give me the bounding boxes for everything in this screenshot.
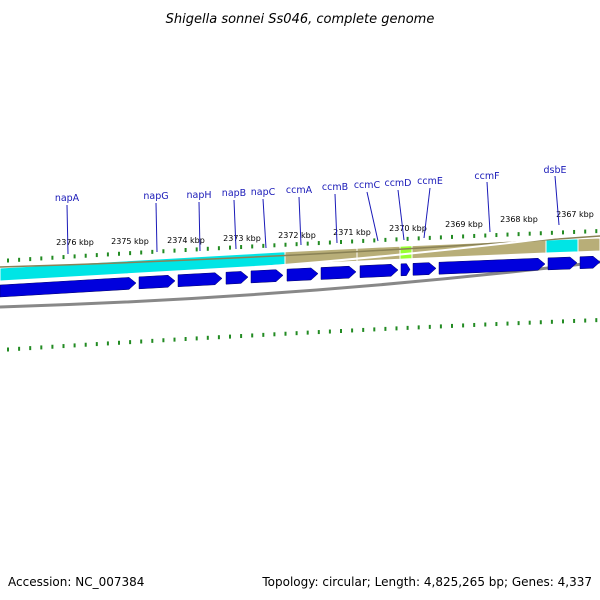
- ruler-label: 2376 kbp: [56, 238, 94, 247]
- gc-skew-ticks: [7, 318, 598, 352]
- ruler-label: 2368 kbp: [500, 215, 538, 224]
- gene-leader-line: [423, 187, 431, 239]
- band-olive: [411, 239, 547, 260]
- band-olive: [577, 237, 600, 253]
- gene-leader-line: [397, 189, 405, 241]
- gene-arrow: [250, 269, 284, 284]
- feature-band-track: [0, 235, 600, 282]
- gene-label-ccmd[interactable]: ccmD: [384, 178, 411, 189]
- gene-label-ccmc[interactable]: ccmC: [354, 180, 381, 191]
- gene-arrow: [400, 263, 411, 277]
- backbone-inner-line: [0, 231, 600, 284]
- gene-leader-line: [198, 201, 201, 252]
- gene-leader-line: [486, 181, 491, 233]
- ruler-label: 2369 kbp: [445, 220, 483, 229]
- genome-summary-text: Topology: circular; Length: 4,825,265 bp…: [261, 575, 592, 589]
- gene-arrow: [579, 255, 600, 269]
- gene-label-ccmb[interactable]: ccmB: [322, 182, 348, 193]
- ruler-label: 2367 kbp: [556, 210, 594, 219]
- gene-arrow: [177, 272, 223, 287]
- gene-leader-line: [366, 191, 379, 242]
- gene-arrow: [225, 271, 249, 285]
- ruler-label: 2374 kbp: [167, 236, 205, 245]
- gene-leader-line: [262, 198, 267, 249]
- ruler-ticks: [7, 229, 598, 263]
- gene-leader-line: [298, 196, 302, 246]
- gene-leader-line: [66, 204, 69, 255]
- band-lime: [399, 245, 413, 260]
- gene-label-ccme[interactable]: ccmE: [417, 176, 443, 187]
- ruler-label: 2373 kbp: [223, 234, 261, 243]
- ruler-label: 2372 kbp: [278, 231, 316, 240]
- gene-label-ccma[interactable]: ccmA: [286, 185, 313, 196]
- gene-label-ccmf[interactable]: ccmF: [474, 171, 499, 182]
- gene-arrow: [138, 275, 176, 290]
- backbone-bottom-line: [0, 260, 600, 309]
- gene-arrow-track: [0, 255, 600, 298]
- gene-label-napa[interactable]: napA: [55, 193, 80, 204]
- gene-leader-line: [554, 175, 560, 226]
- accession-text: Accession: NC_007384: [8, 575, 144, 589]
- gene-leader-line: [334, 193, 338, 244]
- gene-leader-line: [233, 199, 237, 250]
- gene-arrow: [412, 262, 437, 276]
- gene-arrow: [359, 264, 399, 278]
- gene-labels: napA napG napH napB napC ccmA ccmB ccmC …: [55, 165, 567, 255]
- ruler-label: 2375 kbp: [111, 237, 149, 246]
- gene-label-napb[interactable]: napB: [222, 188, 246, 199]
- ruler-label: 2371 kbp: [333, 228, 371, 237]
- gene-arrow: [438, 258, 546, 275]
- gene-label-dsbe[interactable]: dsbE: [543, 165, 566, 176]
- gene-arrow: [320, 265, 357, 280]
- gene-leader-line: [155, 202, 158, 253]
- gene-label-napc[interactable]: napC: [251, 187, 276, 198]
- ruler-labels: 2376 kbp 2375 kbp 2374 kbp 2373 kbp 2372…: [56, 210, 594, 247]
- band-cyan: [545, 238, 579, 254]
- genome-title: Shigella sonnei Ss046, complete genome: [166, 12, 435, 27]
- gene-label-napg[interactable]: napG: [143, 191, 168, 202]
- gene-label-naph[interactable]: napH: [186, 190, 211, 201]
- ruler-label: 2370 kbp: [389, 224, 427, 233]
- gene-arrow: [0, 277, 137, 298]
- gene-arrow: [286, 267, 319, 282]
- gene-arrow: [547, 256, 578, 271]
